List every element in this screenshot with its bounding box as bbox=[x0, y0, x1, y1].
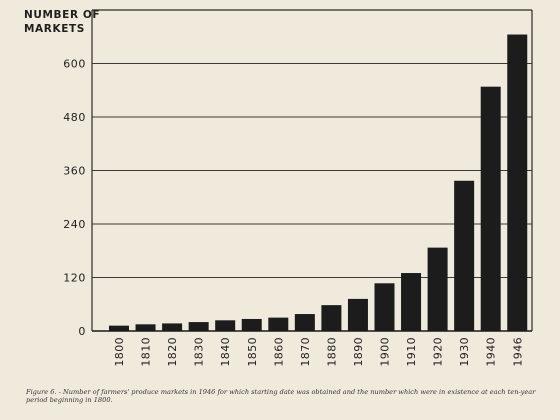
axes bbox=[91, 9, 533, 332]
bar-1840 bbox=[215, 320, 236, 331]
x-tick-label-1830: 1830 bbox=[193, 337, 206, 367]
x-tick-label-1890: 1890 bbox=[352, 337, 365, 367]
x-tick-label-1870: 1870 bbox=[299, 337, 312, 367]
bar-1940 bbox=[480, 86, 501, 331]
bar-1900 bbox=[374, 283, 395, 331]
bar-1800 bbox=[109, 325, 129, 331]
y-tick-label-240: 240 bbox=[63, 218, 86, 231]
y-tick-label-0: 0 bbox=[78, 325, 86, 338]
y-tick-label-600: 600 bbox=[63, 58, 86, 71]
bar-1820 bbox=[162, 323, 183, 331]
x-tick-label-1910: 1910 bbox=[405, 337, 418, 367]
bar-1860 bbox=[268, 317, 289, 331]
y-axis-title-line-1: NUMBER OF bbox=[24, 9, 101, 21]
bar-1830 bbox=[188, 322, 209, 331]
bar-1810 bbox=[135, 324, 156, 331]
y-tick-labels: 0 120 240 360 480 600 bbox=[63, 58, 86, 339]
bar-1946 bbox=[507, 34, 528, 331]
x-tick-label-1860: 1860 bbox=[272, 337, 285, 367]
x-tick-label-1850: 1850 bbox=[246, 337, 259, 367]
x-tick-label-1880: 1880 bbox=[325, 337, 338, 367]
bar-1890 bbox=[347, 298, 368, 331]
x-tick-label-1810: 1810 bbox=[140, 337, 153, 367]
bar-1930 bbox=[454, 180, 475, 331]
x-tick-label-1840: 1840 bbox=[219, 337, 232, 367]
bar-1880 bbox=[321, 305, 342, 331]
x-tick-label-1900: 1900 bbox=[379, 337, 392, 367]
y-axis-title-line-2: MARKETS bbox=[24, 23, 85, 35]
x-tick-label-1820: 1820 bbox=[166, 337, 179, 367]
y-tick-label-360: 360 bbox=[63, 165, 86, 178]
figure-caption: Figure 6. - Number of farmers' produce m… bbox=[26, 388, 536, 404]
x-tick-label-1940: 1940 bbox=[485, 337, 498, 367]
bar-1920 bbox=[427, 247, 448, 331]
bar-1870 bbox=[294, 314, 315, 331]
x-tick-label-1946: 1946 bbox=[511, 337, 524, 367]
x-tick-label-1800: 1800 bbox=[113, 337, 126, 367]
bar-1850 bbox=[241, 318, 262, 331]
bars bbox=[109, 34, 528, 331]
y-tick-label-480: 480 bbox=[63, 111, 86, 124]
y-tick-label-120: 120 bbox=[63, 272, 86, 285]
x-tick-labels: 1800 1810 1820 1830 1840 1850 1860 1870 1880 1890… bbox=[113, 337, 524, 367]
y-axis-title: NUMBER OF MARKETS bbox=[24, 8, 100, 36]
x-tick-label-1920: 1920 bbox=[432, 337, 445, 367]
x-tick-label-1930: 1930 bbox=[458, 337, 471, 367]
bar-1910 bbox=[401, 273, 422, 331]
